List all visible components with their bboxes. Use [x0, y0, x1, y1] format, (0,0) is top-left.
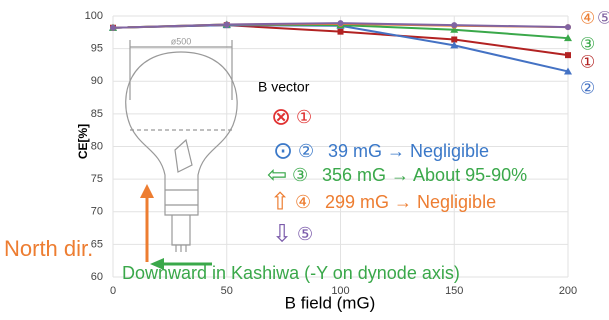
vector-note: 39 mG → Negligible	[328, 141, 489, 161]
vector-label: ④	[295, 192, 311, 212]
vector-label: ⑤	[297, 224, 313, 244]
marker	[451, 36, 458, 43]
bulb-outline	[125, 51, 238, 216]
plot: ① ② ③ ④ ⑤	[109, 8, 609, 97]
y-tick-label: 65	[91, 238, 103, 250]
north-arrow-head	[140, 184, 154, 198]
y-tick-label: 100	[85, 10, 103, 22]
bulb-detail	[165, 138, 198, 252]
x-axis-title: B field (mG)	[285, 293, 376, 312]
x-tick-label: 0	[110, 285, 116, 297]
y-tick-label: 60	[91, 271, 103, 283]
y-tick-label: 80	[91, 140, 103, 152]
marker	[564, 34, 572, 42]
marker	[564, 67, 572, 75]
vector-symbol: ⇦	[267, 161, 287, 188]
dimension-label: ø500	[171, 36, 192, 46]
marker	[450, 25, 459, 33]
x-tick-label: 100	[331, 285, 349, 297]
y-tick-label: 75	[91, 173, 103, 185]
vector-note: 299 mG → Negligible	[325, 192, 496, 212]
pmt-drawing	[125, 40, 238, 252]
downward-label: Downward in Kashiwa (-Y on dynode axis)	[122, 263, 460, 283]
overlay: ø500 B vector ⊗ ①⊙ ② 39 mG → Negligible ⇦ ③ 356 …	[4, 36, 527, 282]
marker	[337, 28, 344, 35]
marker	[223, 21, 230, 28]
vector-symbol: ⊙	[273, 137, 293, 164]
vector-symbol: ⇩	[272, 220, 292, 247]
marker	[565, 24, 571, 31]
y-axis-title: CE[%]	[76, 124, 90, 159]
y-tick-label: 90	[91, 75, 103, 87]
series-label: ⑤	[597, 8, 609, 27]
marker	[451, 22, 458, 29]
downward-arrow-head	[150, 258, 164, 270]
vector-symbol: ⇧	[270, 188, 290, 215]
marker	[337, 20, 344, 27]
vector-label: ①	[296, 107, 312, 127]
vector-heading: B vector	[258, 79, 310, 95]
north-label: North dir.	[4, 236, 93, 261]
series-label: ①	[580, 52, 595, 71]
series-label: ③	[580, 34, 595, 53]
vector-note: 356 mG → About 95-90%	[322, 165, 527, 185]
vector-label: ②	[298, 141, 314, 161]
x-tick-label: 150	[445, 285, 463, 297]
y-tick-label: 95	[91, 43, 103, 55]
vector-symbol: ⊗	[271, 103, 291, 130]
grid: 60 65 70 75 80 85 90 95 100 0 50 100 150 200 CE[%] B fi…	[76, 10, 577, 313]
y-tick-label: 70	[91, 206, 103, 218]
vector-label: ③	[292, 165, 308, 185]
x-tick-label: 200	[559, 285, 577, 297]
marker	[565, 52, 571, 59]
series-label: ②	[580, 78, 595, 97]
series-label: ④	[580, 8, 595, 27]
y-tick-label: 85	[91, 108, 103, 120]
marker	[450, 41, 459, 49]
marker	[110, 24, 116, 31]
x-tick-label: 50	[221, 285, 233, 297]
